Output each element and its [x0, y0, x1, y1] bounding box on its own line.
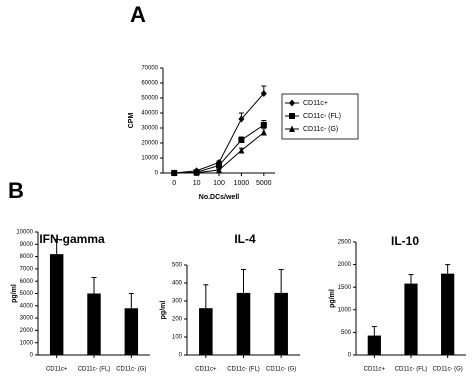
y-tick-label: 300	[172, 299, 183, 305]
x-tick-label: CD11c+	[46, 367, 68, 373]
chart-title: IFN-gamma	[39, 232, 105, 246]
y-tick-label: 100	[172, 335, 183, 341]
bar	[124, 308, 139, 355]
marker	[216, 162, 222, 169]
y-tick-label: 4000	[20, 303, 34, 309]
y-tick-label: 400	[172, 281, 183, 287]
x-tick-label: CD11c- (FL)	[395, 367, 428, 373]
bar	[236, 292, 251, 355]
y-tick-label: 20000	[141, 141, 158, 147]
y-tick-label: 5000	[20, 291, 34, 297]
legend-marker	[289, 125, 295, 132]
legend-label: CD11c+	[303, 100, 328, 107]
x-tick-label: CD11c- (FL)	[78, 367, 111, 373]
marker	[238, 115, 245, 123]
marker	[260, 129, 267, 136]
y-tick-label: 2000	[20, 328, 34, 334]
marker	[193, 169, 200, 176]
x-tick-label: CD11c- (FL)	[227, 367, 260, 373]
marker	[238, 147, 245, 154]
marker	[260, 122, 267, 128]
legend-marker	[289, 113, 295, 119]
panel-label: A	[130, 2, 146, 27]
y-tick-label: 3000	[20, 316, 34, 322]
bar	[274, 292, 288, 355]
marker	[260, 90, 267, 97]
y-tick-label: 2500	[338, 240, 352, 246]
y-axis-label: CPM	[128, 113, 135, 129]
y-tick-label: 0	[348, 353, 352, 359]
x-tick-label: 1000	[234, 180, 250, 187]
y-tick-label: 200	[172, 317, 183, 323]
x-tick-label: CD11c+	[364, 367, 386, 373]
legend-label: CD11c- (FL)	[303, 113, 341, 120]
x-tick-label: CD11c+	[195, 367, 217, 373]
legend-label: CD11c- (G)	[303, 126, 338, 133]
y-tick-label: 2000	[338, 262, 352, 268]
chart-title: IL-4	[234, 232, 256, 246]
marker	[216, 166, 222, 173]
y-tick-label: 0	[179, 353, 183, 359]
y-tick-label: 50000	[141, 96, 158, 102]
x-tick-label: 100	[213, 180, 225, 187]
bar	[87, 293, 101, 355]
y-tick-label: 9000	[20, 242, 34, 248]
bar	[49, 254, 64, 355]
x-tick-label: CD11c- (G)	[433, 367, 463, 373]
y-tick-label: 1000	[20, 340, 34, 346]
bar	[404, 283, 418, 355]
x-tick-label: 5000	[256, 180, 272, 187]
y-tick-label: 40000	[141, 111, 158, 117]
y-tick-label: 1000	[338, 307, 352, 313]
x-tick-label: 10	[193, 180, 201, 187]
chart-title: IL-10	[391, 234, 419, 248]
marker	[171, 169, 178, 176]
bar	[367, 335, 381, 355]
x-axis-label: No.DCs/well	[199, 194, 240, 201]
y-tick-label: 10000	[16, 230, 33, 236]
y-tick-label: 30000	[141, 126, 158, 132]
x-tick-label: CD11c- (G)	[266, 367, 296, 373]
y-tick-label: 0	[30, 353, 34, 359]
y-axis-label: pg/ml	[160, 301, 167, 320]
panel-label: B	[8, 178, 24, 203]
y-tick-label: 70000	[141, 66, 158, 72]
legend-marker	[289, 99, 295, 107]
y-axis-label: pg/ml	[329, 289, 336, 308]
y-tick-label: 500	[172, 263, 183, 269]
y-tick-label: 60000	[141, 81, 158, 87]
y-tick-label: 6000	[20, 279, 34, 285]
y-axis-label: pg/ml	[11, 284, 18, 303]
bar	[441, 273, 455, 355]
x-tick-label: CD11c- (G)	[116, 367, 146, 373]
bar	[199, 308, 213, 355]
y-tick-label: 500	[341, 330, 352, 336]
y-tick-label: 8000	[20, 254, 34, 260]
y-tick-label: 0	[155, 171, 159, 177]
marker	[238, 137, 245, 143]
y-tick-label: 10000	[141, 156, 158, 162]
y-tick-label: 1500	[338, 285, 352, 291]
y-tick-label: 7000	[20, 266, 34, 272]
x-tick-label: 0	[172, 180, 176, 187]
